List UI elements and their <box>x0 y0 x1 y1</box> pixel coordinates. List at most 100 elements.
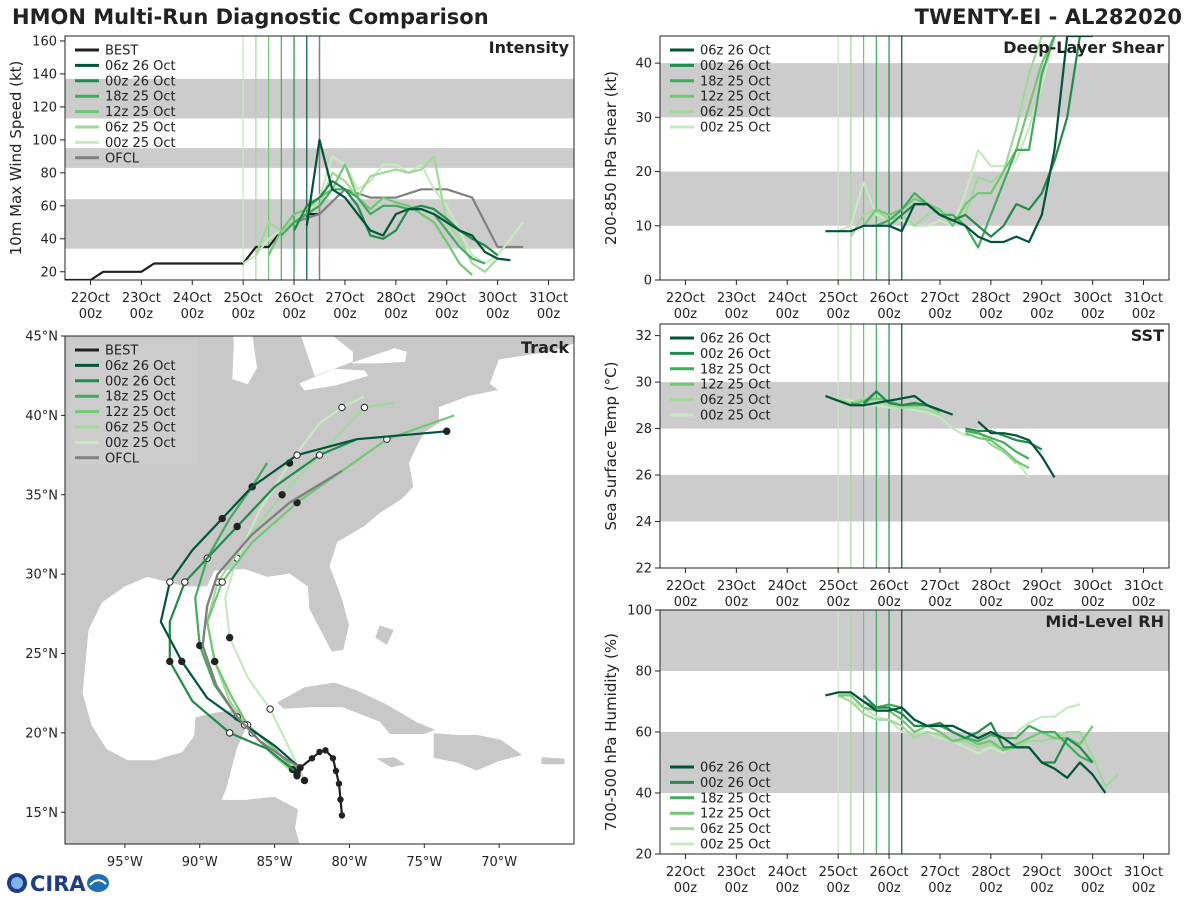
rh-legend-label-1: 00z 26 Oct <box>700 776 771 791</box>
sst-frame <box>659 323 1170 569</box>
lake-huron-water <box>301 336 353 377</box>
track-series-1-point-6 <box>181 578 189 586</box>
shear-legend-label-0: 06z 26 Oct <box>700 44 771 59</box>
track-title: Track <box>521 338 569 357</box>
shear-series-3 <box>862 36 1056 227</box>
shear-xtick-label-8: 30Oct <box>1073 291 1112 306</box>
sst-background <box>660 324 1169 568</box>
track-frame <box>64 335 575 845</box>
track-series-5-point-10 <box>338 403 346 412</box>
track-xtick-label-4: 75°W <box>406 855 442 870</box>
intensity-xtick-sublabel-0: 00z <box>79 307 103 322</box>
shear-ytick-label-4: 40 <box>635 57 652 72</box>
sst-series-4 <box>837 397 1018 465</box>
shear-xtick-sublabel-1: 00z <box>725 307 749 322</box>
sst-chart: 22242628303222Oct00z23Oct00z24Oct00z25Oc… <box>602 323 1170 610</box>
rh-legend-label-4: 06z 25 Oct <box>700 822 771 837</box>
rh-xtick-sublabel-8: 00z <box>1081 881 1105 896</box>
track-ytick-label-6: 45°N <box>25 330 58 345</box>
intensity-ofcl-line <box>293 188 524 249</box>
cuba-land <box>275 681 438 735</box>
sst-ytick-label-5: 32 <box>635 329 652 344</box>
rh-ytick-label-4: 100 <box>627 604 652 619</box>
track-best-point-4 <box>329 755 337 762</box>
intensity-legend-label-7: OFCL <box>105 151 140 166</box>
intensity-xtick-sublabel-8: 00z <box>486 307 510 322</box>
rh-xtick-sublabel-3: 00z <box>826 881 850 896</box>
shear-xtick-label-3: 25Oct <box>819 291 858 306</box>
shear-xtick-sublabel-5: 00z <box>928 307 952 322</box>
rh-series-4 <box>837 694 1119 788</box>
intensity-legend-label-2: 00z 26 Oct <box>105 74 176 89</box>
track-xtick-label-1: 90°W <box>182 855 218 870</box>
track-ytick-label-2: 25°N <box>25 647 58 662</box>
shear-xtick-sublabel-6: 00z <box>979 307 1003 322</box>
shear-legend-label-4: 06z 25 Oct <box>700 105 771 120</box>
sst-xtick-label-3: 25Oct <box>819 579 858 594</box>
intensity-xtick-label-4: 26Oct <box>275 291 314 306</box>
sst-title: SST <box>1131 326 1164 345</box>
track-xtick-label-5: 70°W <box>481 855 517 870</box>
sst-xtick-sublabel-8: 00z <box>1081 595 1105 610</box>
track-series-5-point-2 <box>266 705 274 713</box>
rh-xtick-sublabel-2: 00z <box>776 881 800 896</box>
sst-xtick-sublabel-7: 00z <box>1030 595 1054 610</box>
shear-xtick-label-9: 31Oct <box>1124 291 1163 306</box>
rh-xtick-label-0: 22Oct <box>666 865 705 880</box>
rh-xtick-sublabel-0: 00z <box>674 881 698 896</box>
rh-xtick-label-9: 31Oct <box>1124 865 1163 880</box>
rh-series-0 <box>825 691 1107 794</box>
track-series-4-point-8 <box>278 491 286 499</box>
intensity-ytick-label-7: 160 <box>32 34 57 49</box>
sst-ytick-label-0: 22 <box>635 562 652 577</box>
sst-xtick-label-0: 22Oct <box>666 579 705 594</box>
track-ytick-label-1: 20°N <box>25 726 58 741</box>
rh-xtick-sublabel-9: 00z <box>1132 881 1156 896</box>
shear-legend-label-3: 12z 25 Oct <box>700 90 771 105</box>
storm-title: TWENTY-EI - AL282020 <box>914 5 1182 29</box>
shear-title: Deep-Layer Shear <box>1003 38 1164 57</box>
sst-xtick-label-6: 28Oct <box>971 579 1010 594</box>
track-legend-label-7: OFCL <box>105 451 140 466</box>
track-xtick-label-2: 85°W <box>257 855 293 870</box>
sst-xtick-label-7: 29Oct <box>1022 579 1061 594</box>
shear-legend-label-2: 18z 25 Oct <box>700 74 771 89</box>
rh-ytick-label-3: 80 <box>635 665 652 680</box>
intensity-title: Intensity <box>489 38 570 57</box>
cira-logo: CIRA <box>7 872 109 896</box>
intensity-xtick-label-2: 24Oct <box>173 291 212 306</box>
shear-xtick-sublabel-9: 00z <box>1132 307 1156 322</box>
shear-series-0 <box>825 36 1093 244</box>
intensity-xtick-label-7: 29Oct <box>427 291 466 306</box>
track-ofcl-line <box>201 469 343 769</box>
sst-xtick-sublabel-2: 00z <box>776 595 800 610</box>
shear-chart: 01020304022Oct00z23Oct00z24Oct00z25Oct00… <box>602 35 1170 322</box>
shear-band-1 <box>660 63 1169 118</box>
rh-series-1 <box>862 694 1094 764</box>
track-legend-label-4: 12z 25 Oct <box>105 405 176 420</box>
intensity-xtick-sublabel-6: 00z <box>384 307 408 322</box>
rh-title: Mid-Level RH <box>1045 612 1164 631</box>
track-series-4-point-10 <box>360 403 369 412</box>
track-series-0-point-6 <box>166 578 174 586</box>
rh-xtick-label-4: 26Oct <box>870 865 909 880</box>
sst-xtick-label-1: 23Oct <box>717 579 756 594</box>
rh-xtick-label-3: 25Oct <box>819 865 858 880</box>
track-legend-label-6: 00z 25 Oct <box>105 436 176 451</box>
track-series-1-point-4 <box>166 657 174 666</box>
intensity-legend-label-6: 00z 25 Oct <box>105 136 176 151</box>
intensity-ytick-label-1: 40 <box>40 232 57 247</box>
sst-xtick-label-8: 30Oct <box>1073 579 1112 594</box>
track-ytick-label-3: 30°N <box>25 568 58 583</box>
shear-series-group <box>825 36 1093 249</box>
rh-xtick-sublabel-5: 00z <box>928 881 952 896</box>
track-series-5-point-0 <box>300 776 309 785</box>
shear-frame <box>659 35 1170 281</box>
intensity-ylabel: 10m Max Wind Speed (kt) <box>7 61 25 256</box>
lake-ontario-water <box>352 348 407 364</box>
intensity-legend-label-1: 06z 26 Oct <box>105 59 176 74</box>
lake-michigan-water <box>232 336 258 385</box>
rh-series-group <box>825 691 1119 794</box>
sst-xtick-sublabel-3: 00z <box>826 595 850 610</box>
rh-band-1 <box>660 610 1169 671</box>
